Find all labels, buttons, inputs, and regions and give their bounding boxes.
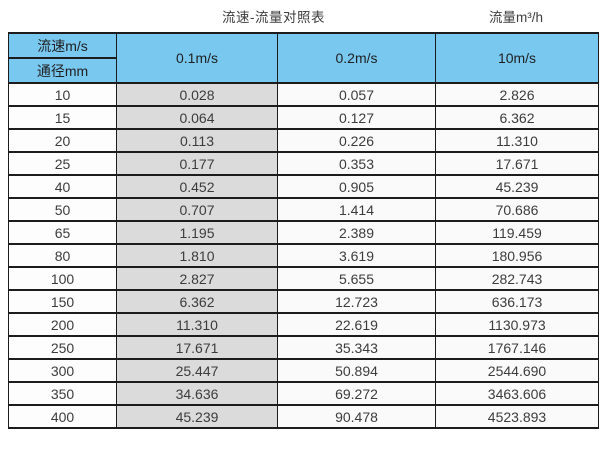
flow-value-cell: 69.272 — [277, 381, 436, 406]
header-col-10ms: 10m/s — [435, 32, 599, 84]
flow-value-cell: 1767.146 — [435, 335, 599, 360]
flow-value-cell: 3.619 — [277, 243, 436, 268]
flow-value-cell: 3463.606 — [435, 381, 599, 406]
flow-value-cell: 25.447 — [116, 358, 278, 383]
table-row: 100 2.827 5.655 282.743 — [8, 266, 599, 291]
header-row-top: 流速m/s 0.1m/s 0.2m/s 10m/s — [8, 32, 599, 84]
flow-value-cell: 11.310 — [116, 312, 278, 337]
diameter-cell: 20 — [8, 128, 117, 153]
flow-value-cell: 45.239 — [435, 174, 599, 199]
flow-value-cell: 282.743 — [435, 266, 599, 291]
flow-value-cell: 180.956 — [435, 243, 599, 268]
flow-value-cell: 2544.690 — [435, 358, 599, 383]
flow-value-cell: 35.343 — [277, 335, 436, 360]
diameter-cell: 250 — [8, 335, 117, 360]
flow-value-cell: 34.636 — [116, 381, 278, 406]
flow-value-cell: 0.064 — [116, 105, 278, 130]
diameter-cell: 80 — [8, 243, 117, 268]
flow-value-cell: 2.827 — [116, 266, 278, 291]
table-row: 20 0.113 0.226 11.310 — [8, 128, 599, 153]
table-row: 200 11.310 22.619 1130.973 — [8, 312, 599, 337]
table-row: 65 1.195 2.389 119.459 — [8, 220, 599, 245]
flow-rate-table: 流速m/s 0.1m/s 0.2m/s 10m/s 通径mm 10 0.028 0.… — [8, 32, 599, 429]
flow-value-cell: 1.414 — [277, 197, 436, 222]
header-row-bottom: 通径mm — [8, 57, 599, 84]
flow-value-cell: 0.028 — [116, 82, 278, 107]
table-body: 10 0.028 0.057 2.826 15 0.064 0.127 6.362 20 0.11… — [8, 82, 599, 429]
table-row: 150 6.362 12.723 636.173 — [8, 289, 599, 314]
flow-value-cell: 70.686 — [435, 197, 599, 222]
title-bar: 流速-流量对照表 流量m³/h — [0, 0, 600, 32]
table-row: 80 1.810 3.619 180.956 — [8, 243, 599, 268]
flow-value-cell: 45.239 — [116, 404, 278, 429]
flow-value-cell: 0.905 — [277, 174, 436, 199]
table-row: 15 0.064 0.127 6.362 — [8, 105, 599, 130]
flow-value-cell: 6.362 — [435, 105, 599, 130]
header-col-0-1ms: 0.1m/s — [116, 32, 278, 84]
flow-unit-title: 流量m³/h — [489, 10, 543, 25]
flow-value-cell: 4523.893 — [435, 404, 599, 429]
diameter-cell: 50 — [8, 197, 117, 222]
flow-value-cell: 2.389 — [277, 220, 436, 245]
diameter-cell: 350 — [8, 381, 117, 406]
flow-value-cell: 2.826 — [435, 82, 599, 107]
flow-value-cell: 0.452 — [116, 174, 278, 199]
flow-value-cell: 0.113 — [116, 128, 278, 153]
flow-value-cell: 0.707 — [116, 197, 278, 222]
table-row: 250 17.671 35.343 1767.146 — [8, 335, 599, 360]
flow-value-cell: 11.310 — [435, 128, 599, 153]
flow-value-cell: 1130.973 — [435, 312, 599, 337]
table-row: 350 34.636 69.272 3463.606 — [8, 381, 599, 406]
flow-value-cell: 0.353 — [277, 151, 436, 176]
diameter-cell: 65 — [8, 220, 117, 245]
header-diameter-label: 通径mm — [8, 57, 117, 84]
flow-value-cell: 6.362 — [116, 289, 278, 314]
flow-value-cell: 12.723 — [277, 289, 436, 314]
table-row: 25 0.177 0.353 17.671 — [8, 151, 599, 176]
table-row: 10 0.028 0.057 2.826 — [8, 82, 599, 107]
flow-value-cell: 50.894 — [277, 358, 436, 383]
header-velocity-label: 流速m/s — [8, 32, 117, 59]
table-row: 300 25.447 50.894 2544.690 — [8, 358, 599, 383]
flow-value-cell: 5.655 — [277, 266, 436, 291]
flow-value-cell: 17.671 — [116, 335, 278, 360]
flow-value-cell: 0.127 — [277, 105, 436, 130]
diameter-cell: 25 — [8, 151, 117, 176]
diameter-cell: 200 — [8, 312, 117, 337]
flow-value-cell: 0.057 — [277, 82, 436, 107]
diameter-cell: 400 — [8, 404, 117, 429]
table-row: 50 0.707 1.414 70.686 — [8, 197, 599, 222]
flow-value-cell: 1.810 — [116, 243, 278, 268]
table-row: 400 45.239 90.478 4523.893 — [8, 404, 599, 429]
page-title: 流速-流量对照表 — [222, 10, 325, 25]
table-row: 40 0.452 0.905 45.239 — [8, 174, 599, 199]
diameter-cell: 40 — [8, 174, 117, 199]
flow-value-cell: 1.195 — [116, 220, 278, 245]
flow-value-cell: 0.226 — [277, 128, 436, 153]
diameter-cell: 150 — [8, 289, 117, 314]
flow-value-cell: 22.619 — [277, 312, 436, 337]
table-header: 流速m/s 0.1m/s 0.2m/s 10m/s 通径mm — [8, 32, 599, 84]
diameter-cell: 300 — [8, 358, 117, 383]
header-col-0-2ms: 0.2m/s — [277, 32, 436, 84]
flow-value-cell: 17.671 — [435, 151, 599, 176]
flow-value-cell: 90.478 — [277, 404, 436, 429]
flow-value-cell: 0.177 — [116, 151, 278, 176]
flow-value-cell: 119.459 — [435, 220, 599, 245]
diameter-cell: 100 — [8, 266, 117, 291]
flow-value-cell: 636.173 — [435, 289, 599, 314]
diameter-cell: 15 — [8, 105, 117, 130]
diameter-cell: 10 — [8, 82, 117, 107]
